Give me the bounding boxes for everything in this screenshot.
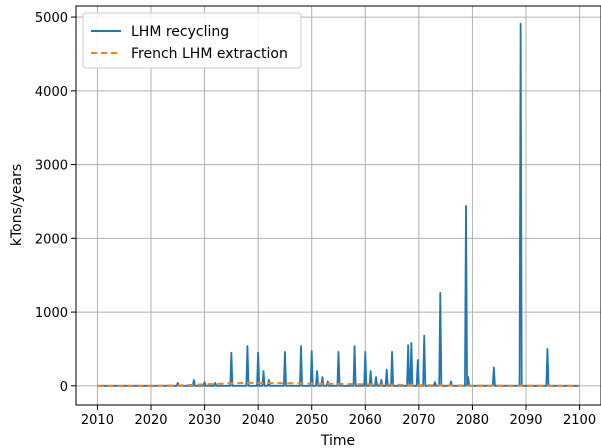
x-tick-label: 2010 — [81, 413, 114, 428]
french-lhm-extraction-series — [97, 381, 580, 387]
y-tick-label: 2000 — [35, 232, 68, 247]
x-axis-label: Time — [320, 433, 355, 448]
x-tick-label: 2050 — [295, 413, 328, 428]
x-tick-label: 2100 — [563, 413, 596, 428]
legend-label-lhm-recycling: LHM recycling — [131, 24, 229, 40]
y-axis: 0 1000 2000 3000 4000 5000 — [35, 11, 76, 395]
x-tick-label: 2040 — [242, 413, 275, 428]
y-tick-label: 1000 — [35, 306, 68, 321]
y-axis-label: kTons/years — [9, 164, 25, 246]
x-axis: 2010 2020 2030 2040 2050 2060 2070 2080 2090 2100 — [81, 405, 596, 428]
x-tick-label: 2080 — [456, 413, 489, 428]
x-tick-label: 2070 — [402, 413, 435, 428]
plot-area — [97, 22, 580, 387]
x-tick-label: 2030 — [188, 413, 221, 428]
legend: LHM recycling French LHM extraction — [82, 12, 302, 69]
x-tick-label: 2090 — [509, 413, 542, 428]
lhm-recycling-series — [97, 22, 580, 387]
y-tick-label: 4000 — [35, 85, 68, 100]
axes-frame — [75, 5, 601, 406]
legend-box — [82, 12, 302, 69]
x-tick-label: 2060 — [349, 413, 382, 428]
y-tick-label: 3000 — [35, 159, 68, 174]
y-tick-label: 5000 — [35, 11, 68, 26]
legend-label-french-lhm-extraction: French LHM extraction — [131, 46, 288, 62]
y-tick-label: 0 — [60, 380, 68, 395]
x-tick-label: 2020 — [134, 413, 167, 428]
